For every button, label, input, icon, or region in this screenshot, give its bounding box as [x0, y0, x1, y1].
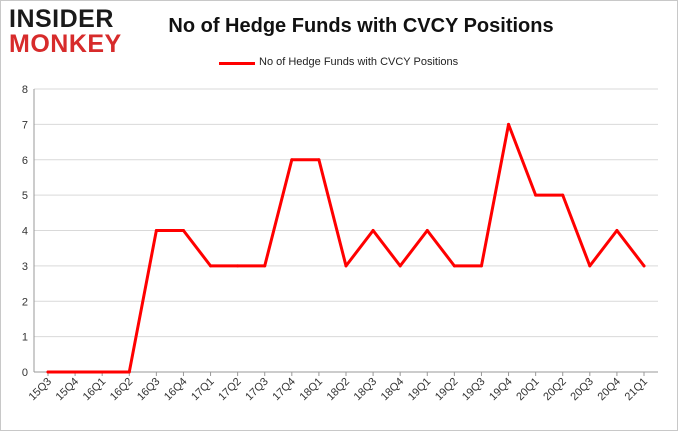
data-point	[290, 158, 294, 162]
x-tick-label: 21Q1	[623, 376, 651, 404]
x-tick-label: 20Q2	[541, 376, 569, 404]
x-tick-label: 20Q3	[568, 376, 596, 404]
x-tick-label: 19Q4	[487, 376, 515, 404]
x-tick-label: 16Q4	[162, 376, 190, 404]
data-point	[452, 264, 456, 268]
data-point	[100, 370, 104, 374]
y-tick-label: 1	[22, 332, 28, 344]
x-tick-label: 15Q4	[54, 376, 82, 404]
data-point	[371, 229, 375, 232]
y-tick-label: 2	[22, 296, 28, 308]
data-point	[127, 370, 131, 374]
x-tick-label: 17Q2	[216, 376, 244, 404]
x-tick-label: 16Q1	[81, 376, 109, 404]
data-point	[46, 370, 50, 374]
data-point	[263, 264, 267, 268]
data-point	[154, 229, 158, 232]
data-point	[317, 158, 321, 162]
x-tick-label: 19Q1	[406, 376, 434, 404]
x-tick-label: 18Q3	[352, 376, 380, 404]
data-point	[615, 229, 619, 232]
x-tick-label: 19Q2	[433, 376, 461, 404]
legend-swatch	[219, 62, 255, 65]
x-tick-label: 17Q1	[189, 376, 217, 404]
x-tick-label: 15Q3	[27, 376, 55, 404]
data-point	[425, 229, 429, 232]
data-point	[642, 264, 646, 268]
y-tick-label: 5	[22, 190, 28, 202]
x-tick-label: 18Q1	[298, 376, 326, 404]
data-point	[73, 370, 77, 374]
logo-text-insider: INSIDER	[9, 5, 114, 33]
data-point	[507, 122, 511, 126]
x-tick-label: 20Q1	[514, 376, 542, 404]
data-point	[534, 193, 538, 197]
x-tick-label: 19Q3	[460, 376, 488, 404]
data-point	[561, 193, 565, 197]
x-tick-label: 17Q3	[243, 376, 271, 404]
y-tick-label: 3	[22, 261, 28, 273]
data-point	[479, 264, 483, 268]
y-tick-label: 4	[22, 226, 28, 238]
x-tick-label: 18Q2	[325, 376, 353, 404]
y-tick-label: 8	[22, 84, 28, 96]
data-point	[209, 264, 213, 268]
data-point	[236, 264, 240, 268]
y-tick-label: 6	[22, 155, 28, 167]
x-tick-label: 18Q4	[379, 376, 407, 404]
legend-label: No of Hedge Funds with CVCY Positions	[259, 56, 459, 68]
x-tick-label: 20Q4	[596, 376, 624, 404]
data-point	[181, 229, 185, 232]
series-line	[46, 122, 646, 374]
data-point	[344, 264, 348, 268]
logo-text-monkey: MONKEY	[9, 30, 122, 58]
x-tick-label: 16Q3	[135, 376, 163, 404]
insider-monkey-logo: INSIDER MONKEY	[9, 5, 127, 57]
data-point	[588, 264, 592, 268]
data-point	[398, 264, 402, 268]
y-tick-label: 0	[22, 367, 28, 379]
y-tick-label: 7	[22, 119, 28, 131]
chart-title: No of Hedge Funds with CVCY Positions	[168, 15, 554, 37]
x-tick-label: 17Q4	[270, 376, 298, 404]
x-tick-label: 16Q2	[108, 376, 136, 404]
